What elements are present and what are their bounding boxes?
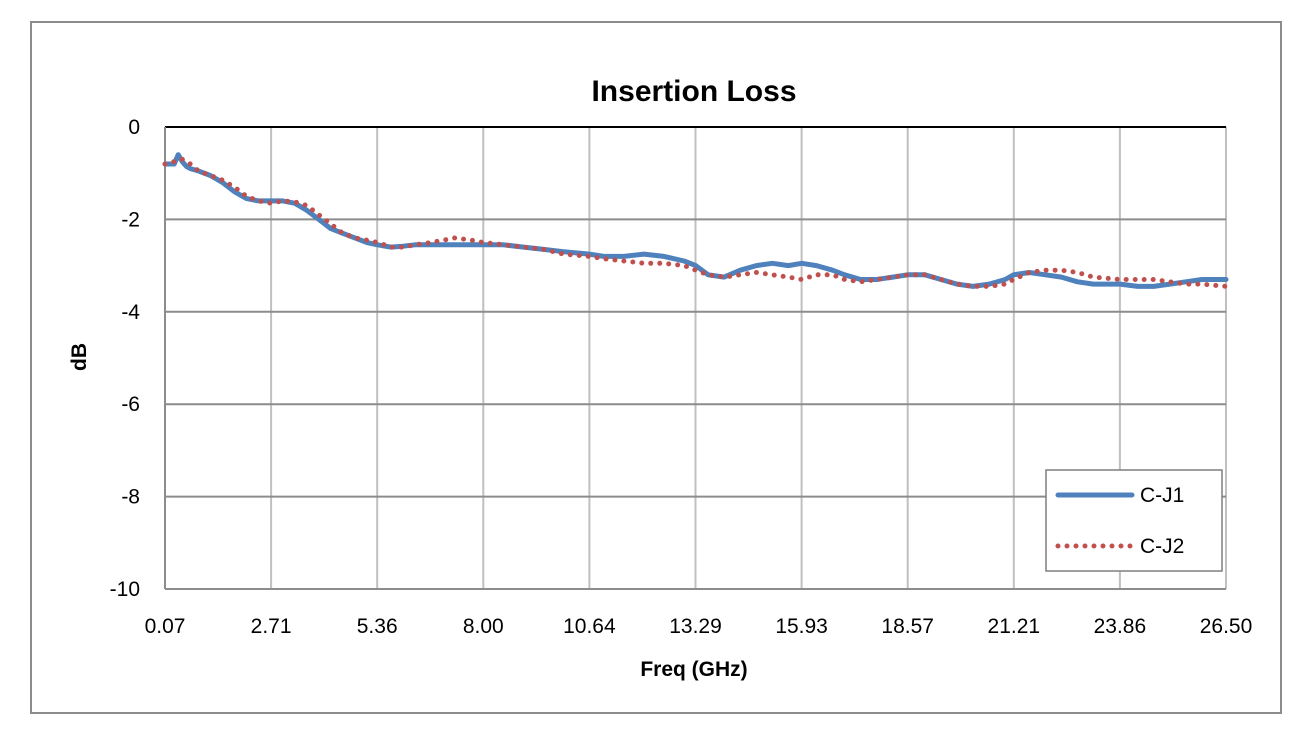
- y-tick-label: 0: [128, 116, 140, 139]
- x-axis-ticks: 0.07 2.71 5.36 8.00 10.64 13.29 15.93 18.57 21.2…: [145, 615, 1253, 638]
- x-tick-label: 15.93: [775, 615, 828, 638]
- x-tick-label: 5.36: [357, 615, 398, 638]
- y-tick-label: -2: [121, 208, 140, 231]
- legend-box: [1045, 469, 1223, 572]
- x-tick-label: 13.29: [669, 615, 722, 638]
- x-tick-label: 18.57: [881, 615, 934, 638]
- chart-title: Insertion Loss: [591, 75, 796, 108]
- x-tick-label: 2.71: [251, 615, 292, 638]
- x-tick-label: 26.50: [1200, 615, 1253, 638]
- x-tick-label: 0.07: [145, 615, 186, 638]
- series-layer: [162, 152, 1229, 289]
- y-tick-label: -6: [121, 393, 140, 416]
- series-line-c-j1: [162, 152, 1229, 289]
- x-tick-label: 8.00: [463, 615, 504, 638]
- y-axis-ticks: 0 -2 -4 -6 -8 -10: [110, 116, 141, 601]
- chart-frame: [30, 21, 1282, 714]
- legend: C-J1 C-J2: [1045, 469, 1223, 572]
- y-tick-label: -4: [121, 301, 140, 324]
- legend-label-c-j2: C-J2: [1140, 535, 1184, 558]
- x-tick-label: 10.64: [563, 615, 616, 638]
- x-axis-title: Freq (GHz): [640, 658, 747, 681]
- y-tick-label: -10: [110, 578, 140, 601]
- y-tick-label: -8: [121, 486, 140, 509]
- y-axis-title: dB: [68, 343, 91, 371]
- x-tick-label: 21.21: [988, 615, 1041, 638]
- legend-label-c-j1: C-J1: [1140, 484, 1184, 507]
- x-tick-label: 23.86: [1094, 615, 1147, 638]
